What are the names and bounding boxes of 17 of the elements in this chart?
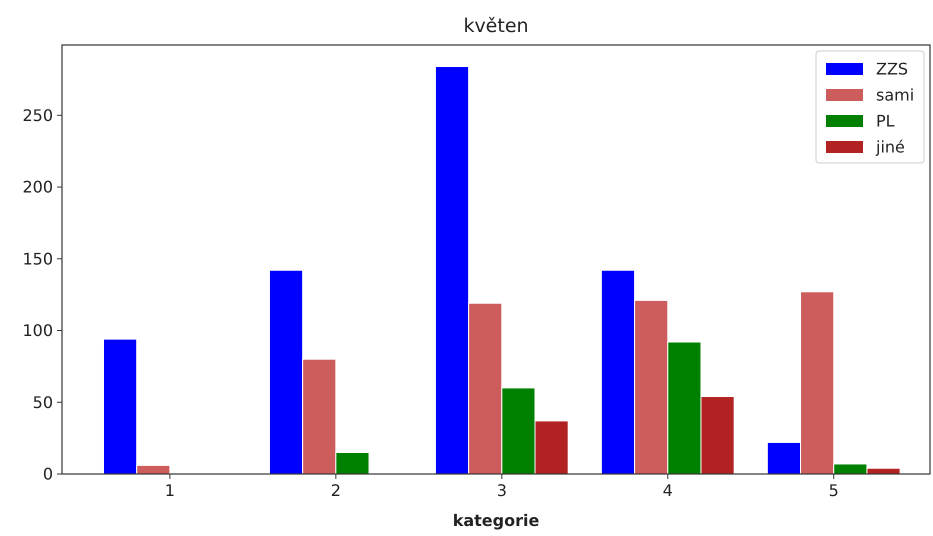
x-tick-label: 5 — [828, 481, 839, 500]
chart-title: květen — [463, 15, 529, 37]
legend-label: sami — [876, 86, 914, 105]
x-axis-title: kategorie — [452, 511, 540, 530]
x-tick-label: 4 — [662, 481, 673, 500]
y-tick-label: 250 — [22, 106, 53, 125]
y-tick-label: 50 — [32, 392, 53, 412]
y-tick-label: 100 — [22, 321, 53, 340]
x-tick-label: 3 — [496, 481, 507, 500]
y-tick-label: 0 — [42, 464, 53, 484]
legend-label: PL — [876, 112, 895, 131]
x-tick-label: 1 — [164, 481, 175, 500]
y-tick-label: 200 — [22, 178, 53, 197]
x-tick-label: 2 — [330, 481, 341, 500]
legend-label: ZZS — [876, 60, 908, 79]
legend-label: jiné — [875, 138, 905, 157]
y-tick-label: 150 — [22, 249, 53, 268]
